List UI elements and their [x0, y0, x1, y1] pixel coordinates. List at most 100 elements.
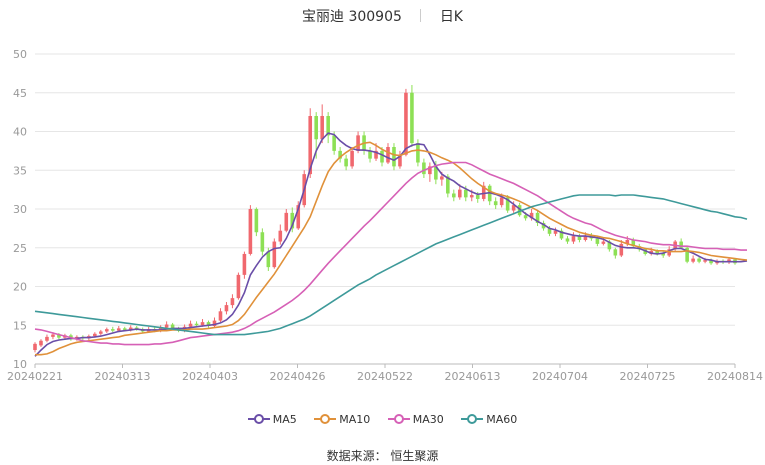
candle-body: [110, 329, 115, 331]
candle-body: [469, 195, 474, 198]
candle-body: [45, 336, 49, 341]
candle-body: [320, 116, 324, 140]
candle-body: [553, 230, 558, 234]
candle-body: [703, 260, 707, 262]
candle-body: [344, 158, 348, 167]
x-tick-label: 20240613: [445, 370, 501, 383]
candle-body: [493, 201, 498, 206]
candle-body: [338, 150, 342, 159]
candle-body: [374, 150, 378, 159]
candle-body: [356, 135, 360, 151]
legend-swatch-ma60: [461, 414, 484, 424]
candle-body: [661, 253, 665, 256]
candle-body: [242, 253, 247, 275]
candle-body: [296, 205, 301, 229]
candle-body: [457, 189, 462, 198]
source-provider: 恒生聚源: [390, 449, 439, 463]
legend: MA5 MA10 MA30 MA60: [0, 413, 765, 426]
legend-label-ma10: MA10: [339, 413, 371, 426]
candle-body: [278, 230, 283, 242]
candle-body: [105, 329, 109, 332]
legend-label-ma5: MA5: [272, 413, 297, 426]
candle-body: [254, 209, 259, 233]
candle-body: [446, 176, 450, 194]
candle-body: [99, 331, 103, 334]
x-tick-label: 20240403: [182, 370, 238, 383]
candle-body: [625, 240, 630, 244]
line-ma10: [35, 141, 748, 356]
candle-body: [266, 251, 271, 268]
candle-body: [51, 334, 55, 337]
candle-body: [116, 328, 121, 331]
candle-body: [709, 260, 713, 264]
candle-body: [583, 235, 588, 240]
candle-body: [499, 197, 504, 206]
candle-body: [452, 193, 456, 198]
candle-body: [691, 258, 695, 262]
legend-swatch-ma10: [314, 414, 337, 424]
candle-body: [194, 323, 199, 326]
candle-body: [481, 185, 486, 199]
candle-body: [559, 230, 564, 239]
candle-body: [422, 162, 426, 175]
legend-item-ma10[interactable]: MA10: [314, 413, 370, 426]
candle-body: [39, 340, 43, 346]
candle-body: [631, 240, 636, 247]
candle-body: [619, 243, 624, 256]
candle-body: [517, 205, 522, 216]
x-axis: 20240221 20240313 20240403 20240426 20240522…: [7, 363, 763, 383]
candle-body: [685, 247, 689, 262]
candle-body: [475, 195, 480, 199]
candle-body: [505, 197, 510, 211]
legend-item-ma5[interactable]: MA5: [247, 413, 297, 426]
candle-body: [404, 92, 408, 155]
candle-body: [350, 150, 354, 167]
candle-body: [697, 258, 701, 262]
title-separator: [420, 9, 422, 22]
candle-body: [308, 116, 313, 175]
chart-title: 宝丽迪 300905 日K: [0, 6, 765, 26]
candle-body: [679, 241, 683, 248]
legend-swatch-ma5: [247, 414, 270, 424]
candle-body: [392, 147, 396, 167]
candle-body: [440, 176, 444, 180]
candle-body: [398, 154, 402, 167]
candle-body: [218, 311, 223, 321]
source-label: 数据来源：: [326, 449, 387, 463]
candle-body: [601, 241, 606, 244]
y-tick-label: 25: [13, 242, 27, 255]
candle-body: [314, 116, 318, 140]
candle-body: [386, 147, 390, 163]
x-tick-label: 20240814: [707, 370, 763, 383]
candle-body: [655, 250, 660, 254]
grid-lines: [35, 53, 735, 365]
candle-body: [380, 150, 384, 163]
candle-body: [128, 327, 133, 330]
candle-body: [571, 236, 576, 242]
candle-body: [272, 241, 277, 268]
candle-body: [290, 212, 295, 229]
data-source: 数据来源： 恒生聚源: [0, 447, 765, 464]
candle-body: [200, 322, 205, 326]
x-tick-label: 20240221: [7, 370, 63, 383]
moving-average-lines: [34, 132, 748, 357]
legend-item-ma30[interactable]: MA30: [387, 413, 444, 426]
candle-body: [332, 135, 336, 151]
candle-body: [613, 249, 618, 256]
y-tick-label: 10: [13, 358, 27, 371]
line-ma60: [34, 194, 748, 336]
candle-body: [434, 166, 438, 180]
legend-label-ma60: MA60: [486, 413, 518, 426]
candle-body: [188, 323, 193, 327]
y-tick-label: 20: [13, 281, 27, 294]
candle-body: [463, 189, 468, 198]
y-axis: 10 15 20 25 30 35 40 45 50: [13, 48, 27, 371]
candle-body: [224, 305, 229, 312]
candle-body: [541, 222, 546, 229]
line-ma5: [34, 132, 748, 357]
candle-body: [535, 212, 540, 223]
candle-body: [326, 116, 330, 136]
legend-item-ma60[interactable]: MA60: [461, 413, 517, 426]
y-tick-label: 40: [13, 126, 27, 139]
